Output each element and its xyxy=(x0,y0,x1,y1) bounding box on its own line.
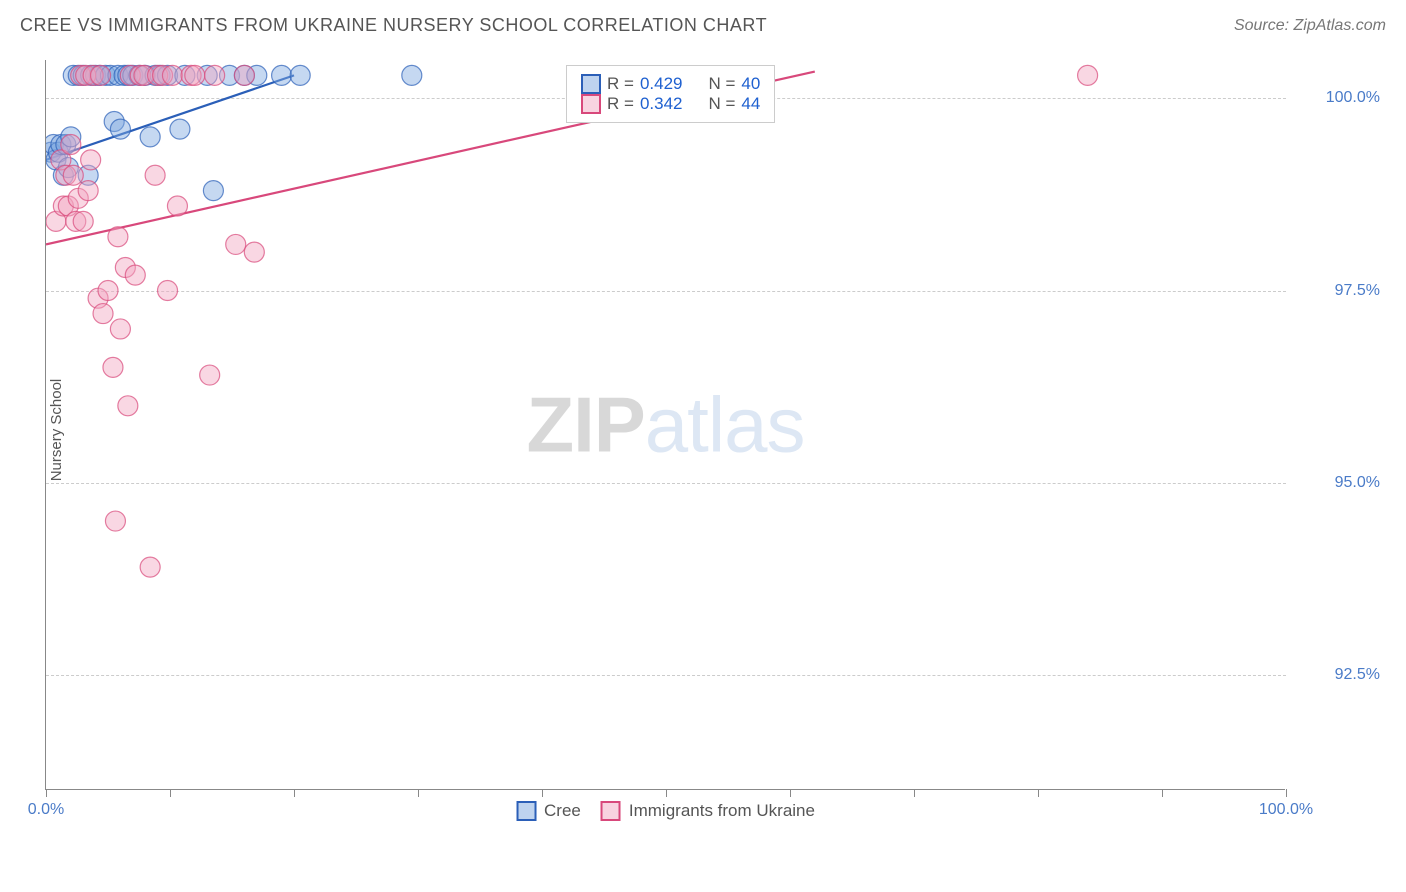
data-point xyxy=(158,281,178,301)
legend-n-label: N = xyxy=(708,74,735,94)
data-point xyxy=(105,511,125,531)
data-point xyxy=(145,165,165,185)
legend-swatch xyxy=(516,801,536,821)
legend-r-value: 0.429 xyxy=(640,74,683,94)
legend-swatch xyxy=(601,801,621,821)
trend-line xyxy=(46,75,294,160)
data-point xyxy=(110,319,130,339)
data-point xyxy=(91,65,111,85)
legend-swatch xyxy=(581,94,601,114)
legend-label: Immigrants from Ukraine xyxy=(629,801,815,821)
data-point xyxy=(226,234,246,254)
source-label: Source: ZipAtlas.com xyxy=(1234,17,1386,35)
data-point xyxy=(103,357,123,377)
y-tick-label: 92.5% xyxy=(1290,666,1380,684)
data-point xyxy=(185,65,205,85)
y-tick-label: 95.0% xyxy=(1290,474,1380,492)
x-tick xyxy=(46,789,47,797)
x-tick xyxy=(914,789,915,797)
legend-r-value: 0.342 xyxy=(640,94,683,114)
data-point xyxy=(118,396,138,416)
legend-r-label: R = xyxy=(607,94,634,114)
legend-swatch xyxy=(581,74,601,94)
data-point xyxy=(200,365,220,385)
legend-n-label: N = xyxy=(708,94,735,114)
legend-r-label: R = xyxy=(607,74,634,94)
data-point xyxy=(81,150,101,170)
data-point xyxy=(93,304,113,324)
data-point xyxy=(170,119,190,139)
y-tick-label: 97.5% xyxy=(1290,282,1380,300)
x-tick xyxy=(418,789,419,797)
data-point xyxy=(272,65,292,85)
x-max-label: 100.0% xyxy=(1259,801,1313,819)
x-tick xyxy=(542,789,543,797)
x-tick xyxy=(790,789,791,797)
x-min-label: 0.0% xyxy=(28,801,64,819)
stats-legend: R = 0.429 N = 40 R = 0.342 N = 44 xyxy=(566,65,775,123)
chart-title: CREE VS IMMIGRANTS FROM UKRAINE NURSERY … xyxy=(20,15,767,36)
data-point xyxy=(140,127,160,147)
series-legend: Cree Immigrants from Ukraine xyxy=(516,801,815,821)
data-point xyxy=(244,242,264,262)
legend-item: Immigrants from Ukraine xyxy=(601,801,815,821)
x-tick xyxy=(666,789,667,797)
legend-label: Cree xyxy=(544,801,581,821)
data-point xyxy=(205,65,225,85)
data-point xyxy=(110,119,130,139)
data-point xyxy=(125,265,145,285)
legend-row: R = 0.342 N = 44 xyxy=(581,94,760,114)
x-tick xyxy=(1286,789,1287,797)
data-point xyxy=(1078,65,1098,85)
chart-container: Nursery School ZIPatlas 92.5%95.0%97.5%1… xyxy=(45,60,1385,800)
scatter-plot xyxy=(46,60,1286,790)
plot-area: ZIPatlas 92.5%95.0%97.5%100.0% R = 0.429… xyxy=(45,60,1285,790)
data-point xyxy=(167,196,187,216)
data-point xyxy=(63,165,83,185)
x-tick xyxy=(1038,789,1039,797)
data-point xyxy=(61,135,81,155)
data-point xyxy=(73,211,93,231)
data-point xyxy=(98,281,118,301)
x-tick xyxy=(1162,789,1163,797)
legend-n-value: 44 xyxy=(741,94,760,114)
data-point xyxy=(290,65,310,85)
y-tick-label: 100.0% xyxy=(1290,89,1380,107)
data-point xyxy=(162,65,182,85)
x-tick xyxy=(170,789,171,797)
data-point xyxy=(402,65,422,85)
data-point xyxy=(234,65,254,85)
legend-row: R = 0.429 N = 40 xyxy=(581,74,760,94)
data-point xyxy=(203,181,223,201)
data-point xyxy=(108,227,128,247)
x-tick xyxy=(294,789,295,797)
data-point xyxy=(140,557,160,577)
legend-item: Cree xyxy=(516,801,581,821)
legend-n-value: 40 xyxy=(741,74,760,94)
data-point xyxy=(78,181,98,201)
